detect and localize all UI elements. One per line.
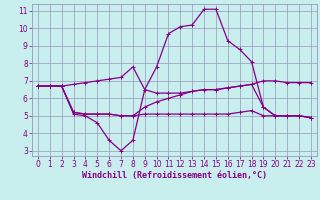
X-axis label: Windchill (Refroidissement éolien,°C): Windchill (Refroidissement éolien,°C) — [82, 171, 267, 180]
